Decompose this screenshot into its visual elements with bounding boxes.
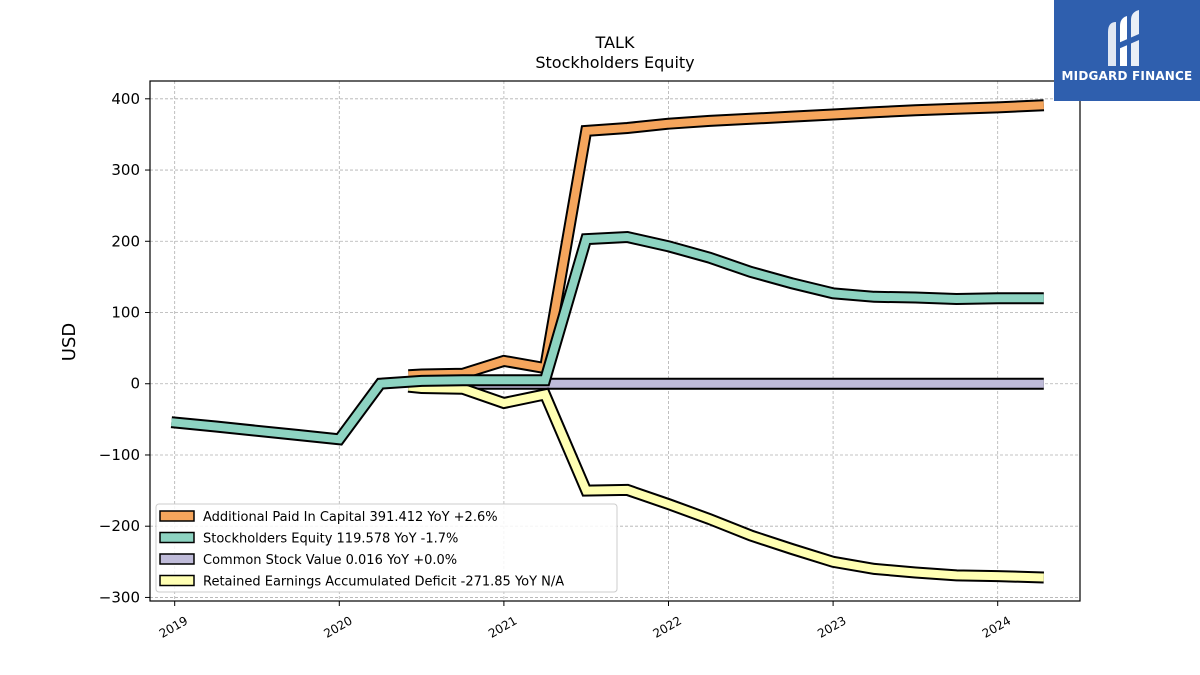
legend-swatch-retained-earnings-accumulated-deficit [159,574,195,587]
retained-earnings-accumulated-deficit-line [407,382,1044,582]
legend-swatch-stockholders-equity [159,531,195,544]
legend-swatch-additional-paid-in-capital [159,510,195,522]
legend-swatch-common-stock-value [159,553,195,565]
additional-paid-in-capital-line-outline [408,99,1045,382]
legend-label-stockholders-equity: Stockholders Equity 119.578 YoY -1.7% [203,532,458,547]
y-axis-label: USD [59,323,80,361]
x-tick-label: 2022 [651,613,684,640]
x-tick-label: 2023 [815,613,848,640]
x-tick-label: 2020 [321,613,354,640]
y-tick-label: −200 [99,517,140,535]
y-tick-label: 0 [130,375,140,393]
midgard-finance-logo: MIDGARD FINANCE [1054,0,1200,101]
y-tick-label: 300 [111,161,140,179]
y-tick-label: −100 [99,446,140,464]
series-lines [170,99,1045,584]
legend-box [155,503,618,593]
y-tick-label: 100 [111,304,140,322]
chart-title: TALK [595,33,635,52]
stockholders-equity-line [171,232,1044,444]
legend-label-retained-earnings-accumulated-deficit: Retained Earnings Accumulated Deficit -2… [203,575,564,590]
plot-frame [149,80,1081,602]
x-tick-label: 2019 [157,613,190,640]
x-axis-ticks: 2019 2020 2021 2022 2023 2024 [157,601,1013,641]
legend-label-common-stock-value: Common Stock Value 0.016 YoY +0.0% [203,553,457,568]
legend: Additional Paid In Capital 391.412 YoY +… [155,503,618,593]
additional-paid-in-capital-line [408,101,1044,380]
logo-mark-icon [1108,10,1139,66]
y-tick-label: 400 [111,90,140,108]
y-axis-ticks: 400 300 200 100 0 −100 −200 −300 [99,90,150,606]
legend-label-additional-paid-in-capital: Additional Paid In Capital 391.412 YoY +… [203,510,498,525]
stockholders-equity-line-outline [170,230,1044,446]
x-tick-label: 2024 [980,613,1013,640]
chart-subtitle: Stockholders Equity [535,53,694,72]
x-tick-label: 2021 [486,613,519,640]
y-tick-label: 200 [111,232,140,250]
logo-text: MIDGARD FINANCE [1061,69,1193,83]
y-tick-label: −300 [99,588,140,606]
